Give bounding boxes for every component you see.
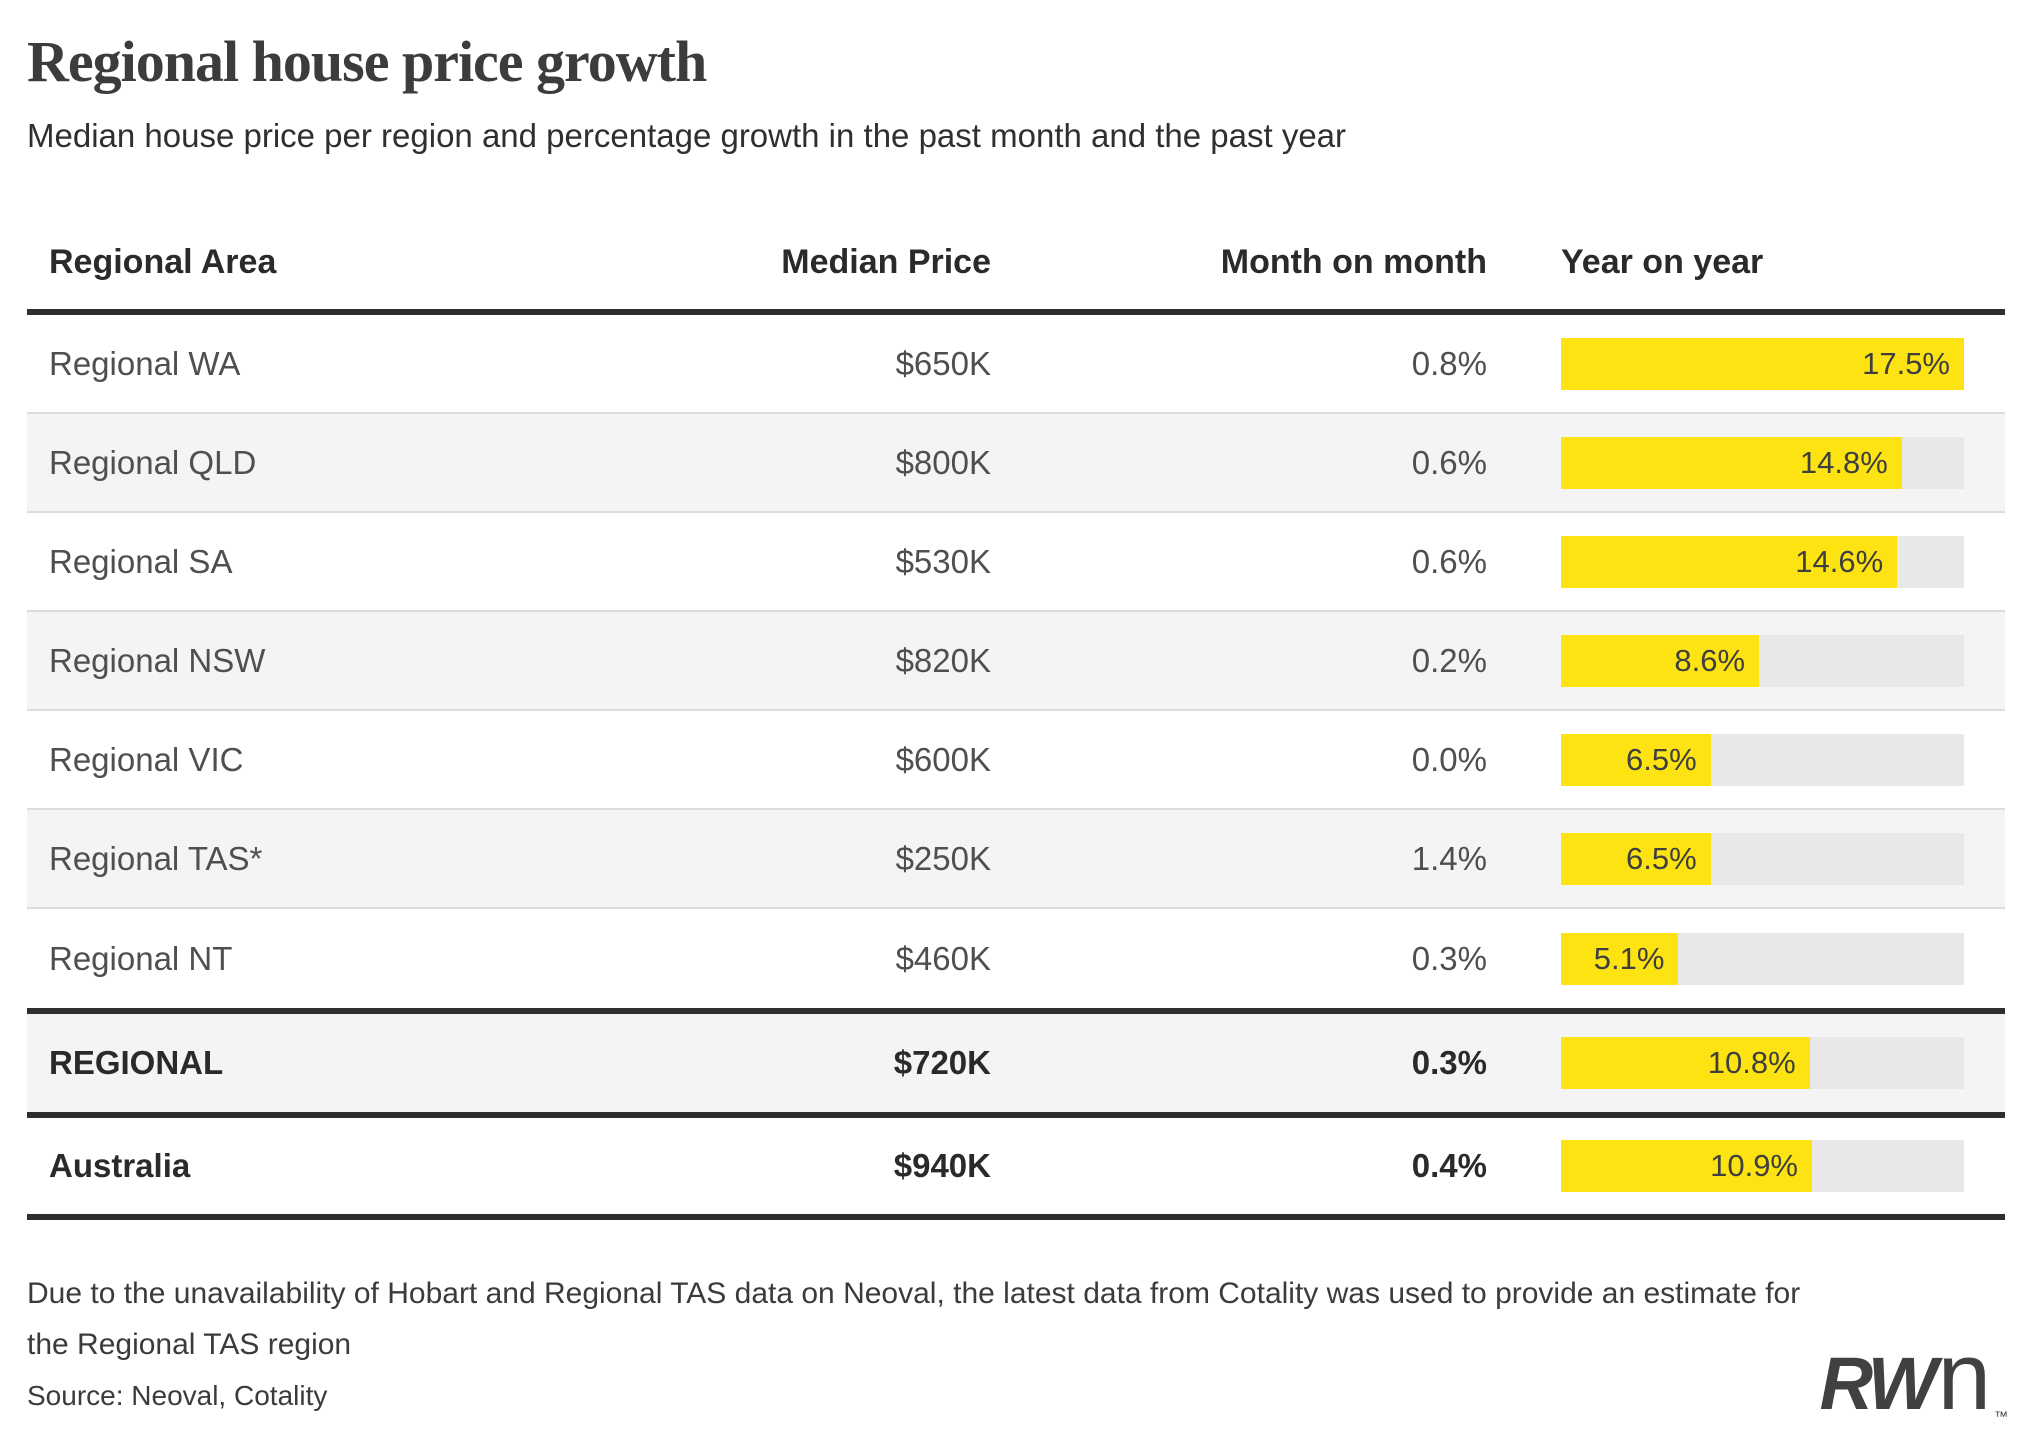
logo-rw-text: RW bbox=[1819, 1342, 1938, 1425]
month-cell: 0.3% bbox=[1411, 939, 1487, 977]
year-cell: 14.8% bbox=[1561, 436, 1964, 489]
table-row: Regional TAS* $250K 1.4% 6.5% bbox=[27, 810, 2005, 909]
year-bar-fill: 10.8% bbox=[1561, 1037, 1810, 1089]
col-header-year-on-year: Year on year bbox=[1561, 242, 1764, 281]
page-subtitle: Median house price per region and percen… bbox=[27, 117, 1347, 154]
col-header-month-on-month: Month on month bbox=[1220, 242, 1487, 281]
source-text: Source: Neoval, Cotality bbox=[27, 1380, 328, 1411]
month-cell: 0.4% bbox=[1411, 1147, 1487, 1184]
bar-value-label: 14.8% bbox=[1799, 444, 1888, 480]
bar-value-label: 14.6% bbox=[1795, 543, 1884, 579]
year-cell: 14.6% bbox=[1561, 535, 1964, 588]
price-cell: $650K bbox=[895, 344, 991, 382]
rwn-logo: RW n ™ bbox=[1820, 1322, 2008, 1432]
year-bar-track: 5.1% bbox=[1561, 932, 1964, 985]
region-cell: Regional WA bbox=[49, 344, 241, 382]
price-cell: $460K bbox=[895, 939, 991, 977]
table-row-total-australia: Australia $940K 0.4% 10.9% bbox=[27, 1112, 2005, 1220]
year-cell: 10.8% bbox=[1561, 1037, 1964, 1089]
year-bar-fill: 6.5% bbox=[1561, 832, 1711, 885]
table-header-row: Regional Area Median Price Month on mont… bbox=[27, 215, 2005, 315]
logo-n-text: n bbox=[1937, 1323, 1991, 1430]
year-bar-fill: 14.8% bbox=[1561, 436, 1902, 489]
year-bar-fill: 10.9% bbox=[1561, 1140, 1812, 1192]
region-cell: Regional QLD bbox=[49, 443, 257, 481]
region-cell: Regional TAS* bbox=[49, 839, 263, 877]
bar-value-label: 17.5% bbox=[1862, 345, 1950, 381]
year-bar-track: 6.5% bbox=[1561, 733, 1964, 786]
year-bar-track: 10.9% bbox=[1561, 1140, 1964, 1192]
year-bar-fill: 6.5% bbox=[1561, 733, 1711, 786]
page-title: Regional house price growth bbox=[27, 29, 707, 94]
month-cell: 1.4% bbox=[1411, 839, 1487, 877]
trademark-icon: ™ bbox=[1994, 1408, 2008, 1424]
month-cell: 0.8% bbox=[1411, 344, 1487, 382]
year-bar-fill: 8.6% bbox=[1561, 634, 1760, 687]
col-header-median-price: Median Price bbox=[781, 242, 991, 281]
price-cell: $940K bbox=[893, 1147, 991, 1184]
price-cell: $530K bbox=[895, 542, 991, 580]
region-cell: Regional NSW bbox=[49, 641, 266, 679]
month-cell: 0.3% bbox=[1411, 1044, 1487, 1081]
year-cell: 8.6% bbox=[1561, 634, 1964, 687]
year-bar-fill: 14.6% bbox=[1561, 535, 1898, 588]
year-bar-fill: 5.1% bbox=[1561, 932, 1679, 985]
year-cell: 5.1% bbox=[1561, 932, 1964, 985]
year-cell: 17.5% bbox=[1561, 337, 1964, 390]
bar-value-label: 8.6% bbox=[1674, 642, 1746, 678]
year-bar-track: 14.6% bbox=[1561, 535, 1964, 588]
region-cell: REGIONAL bbox=[49, 1044, 224, 1081]
year-bar-track: 10.8% bbox=[1561, 1037, 1964, 1089]
price-cell: $600K bbox=[895, 740, 991, 778]
bar-value-label: 10.8% bbox=[1707, 1045, 1796, 1080]
bar-value-label: 5.1% bbox=[1593, 940, 1665, 976]
month-cell: 0.0% bbox=[1411, 740, 1487, 778]
year-bar-track: 17.5% bbox=[1561, 337, 1964, 390]
month-cell: 0.6% bbox=[1411, 443, 1487, 481]
table-row: Regional NSW $820K 0.2% 8.6% bbox=[27, 612, 2005, 711]
price-cell: $800K bbox=[895, 443, 991, 481]
table-row: Regional WA $650K 0.8% 17.5% bbox=[27, 315, 2005, 414]
footnote: Due to the unavailability of Hobart and … bbox=[27, 1277, 1801, 1361]
bar-value-label: 6.5% bbox=[1626, 840, 1697, 876]
bar-value-label: 6.5% bbox=[1626, 741, 1697, 777]
table-row: Regional VIC $600K 0.0% 6.5% bbox=[27, 711, 2005, 810]
table-row: Regional QLD $800K 0.6% 14.8% bbox=[27, 414, 2005, 513]
region-cell: Regional VIC bbox=[49, 740, 244, 778]
year-bar-track: 8.6% bbox=[1561, 634, 1964, 687]
col-header-regional-area: Regional Area bbox=[49, 242, 277, 281]
year-bar-track: 6.5% bbox=[1561, 832, 1964, 885]
year-bar-track: 14.8% bbox=[1561, 436, 1964, 489]
price-cell: $820K bbox=[895, 641, 991, 679]
region-cell: Regional SA bbox=[49, 542, 233, 580]
bar-value-label: 10.9% bbox=[1710, 1148, 1798, 1183]
table-row-total-regional: REGIONAL $720K 0.3% 10.8% bbox=[27, 1008, 2005, 1112]
price-cell: $250K bbox=[895, 839, 991, 877]
month-cell: 0.2% bbox=[1411, 641, 1487, 679]
year-cell: 10.9% bbox=[1561, 1140, 1964, 1192]
year-cell: 6.5% bbox=[1561, 733, 1964, 786]
year-bar-fill: 17.5% bbox=[1561, 337, 1964, 390]
region-cell: Regional NT bbox=[49, 939, 233, 977]
price-cell: $720K bbox=[893, 1044, 991, 1081]
table-row: Regional NT $460K 0.3% 5.1% bbox=[27, 909, 2005, 1008]
table-row: Regional SA $530K 0.6% 14.6% bbox=[27, 513, 2005, 612]
region-cell: Australia bbox=[49, 1147, 191, 1184]
year-cell: 6.5% bbox=[1561, 832, 1964, 885]
month-cell: 0.6% bbox=[1411, 542, 1487, 580]
